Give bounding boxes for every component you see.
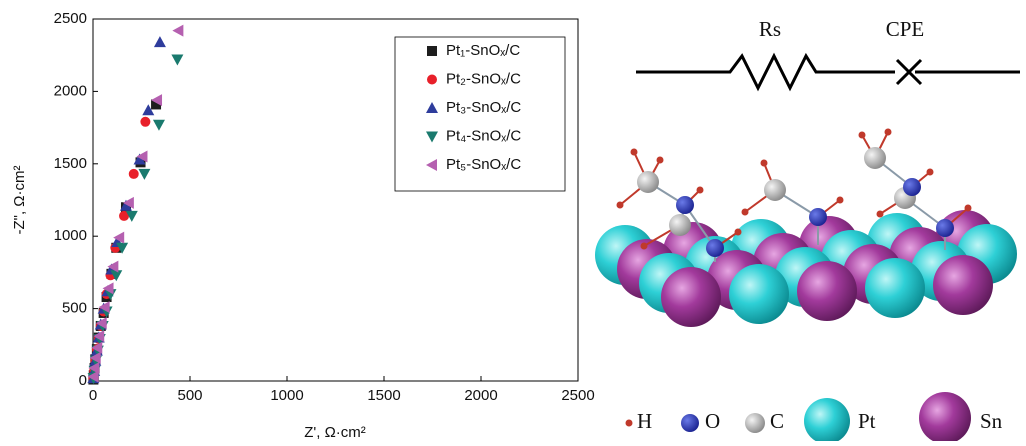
resistor: [636, 52, 895, 92]
point: [171, 54, 184, 66]
key-label: Sn: [980, 409, 1003, 433]
x-tick-label: 1000: [270, 387, 303, 404]
point: [128, 168, 139, 179]
point: [107, 260, 119, 273]
y-tick-label: 1000: [54, 227, 87, 244]
legend-marker: [427, 46, 437, 56]
point: [125, 210, 138, 222]
legend-label: Pt₃-SnOₓ/C: [446, 99, 521, 116]
x-axis-title: Z', Ω·cm²: [304, 424, 366, 441]
y-axis-title: -Z", Ω·cm²: [11, 165, 28, 234]
x-tick-label: 1500: [367, 387, 400, 404]
point: [89, 351, 101, 364]
point: [98, 301, 110, 314]
x-tick-label: 2500: [561, 387, 594, 404]
point: [151, 99, 162, 110]
legend-marker: [426, 131, 438, 143]
x-tick-label: 500: [177, 387, 202, 404]
cpe: [906, 58, 923, 86]
legend-marker: [426, 159, 437, 171]
point: [136, 150, 148, 163]
point: [91, 341, 103, 354]
atom: [797, 261, 857, 321]
y-tick-label: 500: [62, 300, 87, 317]
point: [122, 196, 134, 209]
key-label: H: [637, 409, 652, 433]
circuit-label: CPE: [886, 17, 925, 41]
key-o: [681, 414, 699, 432]
y-tick-label: 2000: [54, 82, 87, 99]
point: [142, 104, 155, 116]
point: [102, 282, 114, 295]
atom: [933, 255, 993, 315]
key-label: O: [705, 409, 720, 433]
point: [140, 116, 151, 127]
key-label: Pt: [858, 409, 876, 433]
atom: [661, 267, 721, 327]
x-tick-label: 2000: [464, 387, 497, 404]
x-tick-label: 0: [89, 387, 97, 404]
y-tick-label: 2500: [54, 10, 87, 27]
point: [110, 270, 123, 282]
point: [95, 317, 107, 330]
point: [88, 361, 100, 374]
point: [119, 210, 130, 221]
diagram: Rs CPE: [595, 17, 1020, 444]
point: [133, 153, 146, 165]
key-h: [625, 419, 633, 427]
key-label: C: [770, 409, 784, 433]
legend-label: Pt₅-SnOₓ/C: [446, 156, 521, 173]
plot-area: Z', Ω·cm² -Z", Ω·cm² 0 500 1000 1500 2000 250…: [11, 10, 595, 441]
point: [153, 36, 166, 48]
lattice: [595, 210, 1017, 327]
legend-label: Pt₄-SnOₓ/C: [446, 127, 521, 144]
legend-label: Pt₁-SnOₓ/C: [446, 42, 520, 59]
key-pt: [804, 398, 850, 444]
point: [116, 242, 129, 254]
legend-marker: [426, 102, 438, 113]
legend-marker: [427, 74, 437, 85]
point: [87, 370, 99, 383]
key-sn: [919, 392, 971, 444]
point: [138, 168, 151, 180]
circuit-label: Rs: [759, 17, 781, 41]
adsorbates: [616, 128, 972, 262]
point: [152, 119, 165, 131]
point: [113, 231, 125, 244]
legend-label: Pt₂-SnOₓ/C: [446, 70, 521, 87]
plot-frame: [92, 18, 579, 382]
y-tick-label: 1500: [54, 155, 87, 172]
point: [151, 94, 163, 107]
y-tick-label: 0: [79, 372, 87, 389]
point: [119, 199, 132, 211]
atom: [865, 258, 925, 318]
atom: [729, 264, 789, 324]
point: [93, 330, 105, 343]
key-c: [745, 413, 765, 433]
legend-box: [394, 36, 566, 192]
point: [172, 24, 184, 37]
